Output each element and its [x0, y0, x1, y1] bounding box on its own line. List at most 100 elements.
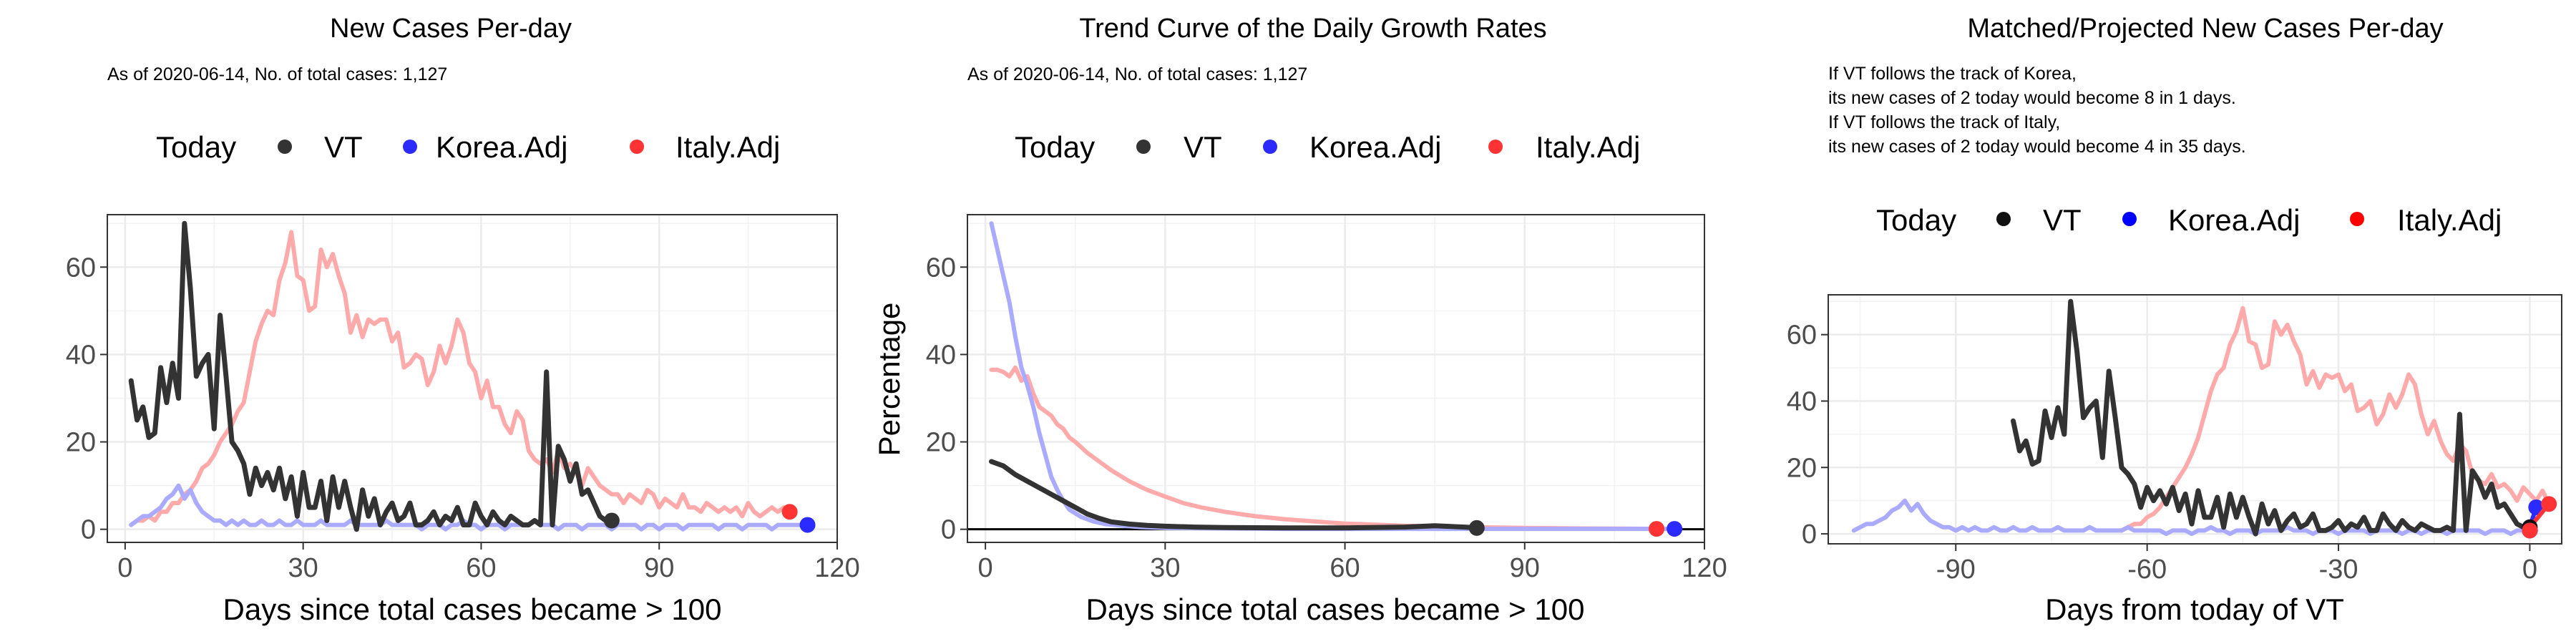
x-axis-ticks: -90 -60 -30 0: [1936, 544, 2537, 585]
legend-key-korea: [403, 140, 417, 154]
series-layer: [1851, 298, 2552, 537]
series-line-korea-adj: [1851, 498, 2539, 537]
x-tick-label: 60: [1330, 553, 1360, 583]
x-tick-label: 120: [814, 553, 859, 583]
legend-title: Today: [1876, 203, 1956, 237]
legend-title: Today: [156, 130, 236, 164]
y-tick-label: 60: [1787, 321, 1817, 351]
y-axis-ticks: 0 20 40 60: [926, 253, 967, 545]
panel-subtitle-line-4: its new cases of 2 today would become 4 …: [1828, 137, 2246, 157]
today-point-italy-adj: [2522, 522, 2538, 539]
y-axis-ticks: 0 20 40 60: [66, 253, 107, 545]
panel-projected-cases: Matched/Projected New Cases Per-day If V…: [1787, 14, 2562, 626]
legend-label-vt: VT: [2043, 203, 2082, 237]
projection-point: [2541, 496, 2557, 512]
legend-title: Today: [1015, 130, 1095, 164]
today-points-layer: [1468, 519, 1683, 537]
legend: Today VT Korea.Adj Italy.Adj: [1876, 203, 2502, 237]
x-tick-label: -60: [2127, 555, 2167, 585]
y-tick-label: 40: [66, 340, 96, 370]
legend-label-korea: Korea.Adj: [1309, 130, 1441, 164]
x-tick-label: 30: [1150, 553, 1180, 583]
today-point-italy-adj: [781, 504, 798, 520]
today-points-layer: [603, 504, 816, 533]
series-layer: [989, 221, 1677, 532]
panel-subtitle: As of 2020-06-14, No. of total cases: 1,…: [967, 64, 1307, 84]
x-axis-label: Days since total cases became > 100: [223, 592, 722, 626]
panel-subtitle: As of 2020-06-14, No. of total cases: 1,…: [107, 64, 447, 84]
y-tick-label: 0: [81, 515, 96, 545]
plot-border: [967, 214, 1705, 543]
x-tick-label: 60: [466, 553, 496, 583]
x-tick-label: -90: [1936, 555, 1976, 585]
x-tick-label: 90: [1510, 553, 1540, 583]
y-tick-label: 20: [926, 428, 956, 458]
legend-key-vt: [278, 140, 292, 154]
x-axis-label: Days since total cases became > 100: [1086, 592, 1585, 626]
legend-label-korea: Korea.Adj: [2168, 203, 2300, 237]
panel-title: Matched/Projected New Cases Per-day: [1967, 14, 2443, 44]
y-tick-label: 20: [66, 428, 96, 458]
today-point-italy-adj: [1649, 521, 1665, 537]
x-tick-label: 0: [978, 553, 993, 583]
legend-key-italy: [1488, 140, 1503, 154]
legend-label-italy: Italy.Adj: [1536, 130, 1640, 164]
panel-growth-rates: Trend Curve of the Daily Growth Rates As…: [872, 14, 1727, 626]
plot-background: [107, 215, 837, 542]
panel-subtitle-line-2: its new cases of 2 today would become 8 …: [1828, 88, 2236, 108]
legend-label-korea: Korea.Adj: [436, 130, 567, 164]
plot-border: [107, 214, 838, 543]
today-points-layer: [2522, 519, 2538, 539]
x-tick-label: 0: [2522, 555, 2537, 585]
legend-key-italy: [2350, 212, 2364, 226]
legend-key-vt: [1996, 212, 2011, 226]
x-axis-ticks: 0 30 60 90 120: [117, 542, 860, 583]
legend-label-italy: Italy.Adj: [2397, 203, 2502, 237]
legend: Today VT Korea.Adj Italy.Adj: [156, 130, 780, 164]
today-point-vt: [603, 512, 620, 529]
legend-label-vt: VT: [1184, 130, 1222, 164]
legend: Today VT Korea.Adj Italy.Adj: [1015, 130, 1640, 164]
panel-title: Trend Curve of the Daily Growth Rates: [1079, 14, 1546, 44]
projection-point: [2528, 499, 2545, 515]
legend-label-italy: Italy.Adj: [675, 130, 780, 164]
series-layer: [128, 220, 810, 532]
x-tick-label: 120: [1682, 553, 1727, 583]
x-tick-label: 0: [117, 553, 132, 583]
y-tick-label: 20: [1787, 453, 1817, 483]
x-tick-label: 90: [644, 553, 674, 583]
y-axis-ticks: 0 20 40 60: [1787, 321, 1828, 550]
panel-subtitle-line-3: If VT follows the track of Italy,: [1828, 112, 2060, 132]
y-axis-label: Percentage: [872, 303, 906, 457]
legend-key-korea: [2122, 212, 2137, 226]
today-point-vt: [1468, 519, 1485, 536]
legend-key-korea: [1263, 140, 1277, 154]
series-line-vt: [989, 459, 1480, 531]
legend-label-vt: VT: [324, 130, 363, 164]
series-line-korea-adj: [989, 221, 1677, 532]
panel-new-cases: New Cases Per-day As of 2020-06-14, No. …: [66, 14, 860, 626]
series-line-italy-adj: [129, 230, 792, 527]
y-tick-label: 60: [66, 253, 96, 283]
x-tick-label: 30: [288, 553, 318, 583]
series-line-vt: [128, 220, 615, 532]
y-tick-label: 40: [926, 340, 956, 370]
grid-minor: [1828, 295, 2562, 544]
y-tick-label: 40: [1787, 386, 1817, 416]
plot-border: [1828, 294, 2562, 545]
series-line-vt: [2011, 298, 2532, 537]
x-tick-label: -30: [2319, 555, 2358, 585]
today-point-korea-adj: [1667, 521, 1683, 537]
y-tick-label: 0: [941, 515, 956, 545]
y-tick-label: 0: [1802, 519, 1817, 550]
y-tick-label: 60: [926, 253, 956, 283]
legend-key-italy: [630, 140, 644, 154]
panel-title: New Cases Per-day: [330, 14, 572, 44]
legend-key-vt: [1136, 140, 1151, 154]
today-point-korea-adj: [799, 517, 816, 533]
grid-minor: [107, 215, 837, 542]
panel-subtitle-line-1: If VT follows the track of Korea,: [1828, 64, 2077, 84]
x-axis-label: Days from today of VT: [2045, 592, 2344, 626]
plot-background: [967, 215, 1704, 542]
